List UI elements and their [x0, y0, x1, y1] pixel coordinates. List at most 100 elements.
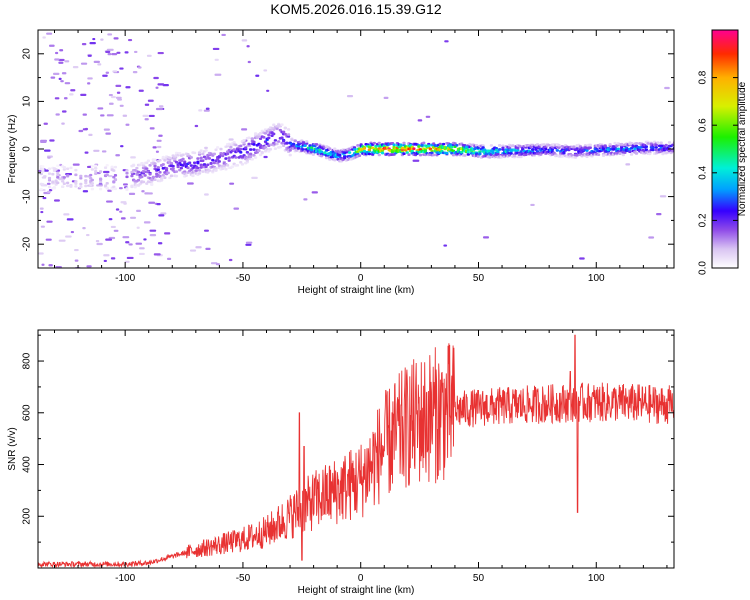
spectrogram-cell — [99, 177, 103, 181]
x-tick-label: 100 — [588, 273, 605, 284]
spectrogram-cell — [198, 109, 203, 112]
spectrogram-cell — [258, 137, 263, 141]
x-tick-label: -100 — [115, 573, 135, 584]
spectrogram-cell — [41, 176, 47, 179]
colorbar-gradient — [711, 29, 739, 269]
spectrogram-cell — [113, 37, 119, 40]
spectrogram-cell — [352, 148, 357, 151]
spectrogram-cell — [40, 140, 47, 143]
spectrogram-cell — [530, 203, 535, 207]
spectrogram-cell — [392, 143, 396, 147]
spectrogram-cell — [69, 184, 73, 188]
spectrogram-cell — [229, 146, 233, 149]
spectrogram-cell — [82, 128, 88, 131]
spectrogram-cell — [107, 174, 113, 178]
spectrogram-cell — [62, 166, 66, 169]
spectrogram-cell — [251, 176, 258, 179]
spectrogram-cell — [113, 174, 118, 177]
spectrogram-cell — [506, 149, 510, 152]
spectrogram-cell — [628, 150, 632, 153]
colorbar-ticks: 0.0 0.2 0.4 0.6 0.8 — [698, 70, 738, 275]
spectrogram-cell — [466, 153, 470, 156]
spectrogram-cell — [542, 143, 546, 146]
spectrogram-cell — [664, 143, 668, 147]
spectrogram-cell — [115, 208, 120, 211]
spectrogram-cell — [272, 123, 276, 127]
spectrogram-cell — [621, 153, 625, 157]
spectrogram-cell — [616, 147, 620, 151]
spectrogram-cell — [235, 164, 240, 167]
spectrogram-cell — [328, 158, 332, 161]
spectrogram-cell — [377, 141, 381, 145]
spectrogram-cell — [192, 151, 197, 155]
spectrogram-cell — [115, 84, 122, 87]
spectrogram-cell — [550, 148, 555, 151]
spectrogram-cell — [278, 145, 282, 149]
spectrogram-cell — [174, 160, 179, 164]
spectrogram-cell — [255, 136, 259, 140]
spectrogram-cell — [572, 145, 576, 149]
spectrogram-cell — [258, 144, 263, 147]
spectrogram-cell — [148, 164, 152, 167]
spectrogram-cell — [158, 159, 162, 162]
spectrogram-cell — [48, 264, 53, 267]
spectrogram-cell — [112, 70, 118, 73]
spectrogram-cell — [110, 257, 116, 260]
spectrogram-cell — [217, 164, 221, 167]
spectrogram-cell — [516, 148, 520, 152]
spectrogram-cell — [362, 147, 367, 150]
spectrogram-cell — [122, 236, 130, 239]
spectrogram-cell — [601, 147, 606, 150]
spectrogram-cell — [99, 180, 103, 184]
spectrogram-cell — [128, 243, 133, 246]
spectrogram-cell — [430, 151, 434, 155]
spectrogram-cell — [267, 150, 271, 153]
x-tick-label: -50 — [236, 273, 251, 284]
spectrogram-cell — [66, 174, 70, 177]
spectrogram-cell — [328, 147, 332, 150]
spectrogram-cell — [283, 132, 287, 136]
spectrogram-cell — [257, 149, 261, 152]
spectrogram-cell — [148, 201, 156, 204]
spectrogram-cell — [100, 114, 105, 117]
spectrogram-cell — [116, 51, 121, 54]
spectrogram-cell — [72, 163, 80, 166]
spectrogram-cell — [644, 145, 648, 149]
spectrogram-cell — [155, 86, 159, 89]
spectrogram-cell — [152, 146, 157, 149]
spectrogram-cell — [211, 169, 215, 173]
spectrogram-cell — [135, 166, 139, 170]
spectrogram-cell — [82, 227, 86, 230]
spectrogram-cell — [168, 176, 172, 180]
y-tick-label: -20 — [22, 237, 33, 252]
spectrogram-cell — [61, 122, 65, 125]
spectrogram-cell — [206, 163, 210, 167]
spectrogram-cell — [255, 74, 260, 77]
spectrogram-cell — [118, 187, 123, 190]
spectrogram-cell — [119, 67, 124, 70]
spectrogram-cell — [263, 69, 268, 72]
spectrogram-cell — [69, 166, 73, 170]
spectrogram-cell — [79, 182, 83, 186]
spectrogram-cell — [164, 168, 169, 172]
spectrogram-cell — [82, 113, 87, 116]
spectrogram-cell — [144, 192, 150, 195]
spectrogram-cell — [181, 157, 185, 161]
spectrogram-cell — [49, 44, 55, 47]
spectrogram-cell — [130, 216, 137, 219]
spectrogram-cell — [158, 170, 162, 174]
spectrogram-cell — [634, 152, 639, 155]
spectrogram-cell — [252, 154, 256, 157]
spectrogram-cell — [229, 182, 235, 185]
spectrogram-cell — [58, 58, 65, 62]
spectrogram-cell — [186, 166, 190, 170]
spectrogram-cell — [49, 139, 55, 142]
spectrogram-cell — [197, 169, 202, 172]
spectrogram-cell — [96, 242, 103, 246]
spectrogram-cell — [585, 155, 589, 158]
spectrogram-cell — [117, 98, 122, 101]
spectrogram-cell — [195, 246, 202, 249]
spectrogram-cell — [112, 169, 116, 172]
spectrogram-cell — [319, 150, 324, 154]
spectrogram-cell — [196, 161, 200, 165]
